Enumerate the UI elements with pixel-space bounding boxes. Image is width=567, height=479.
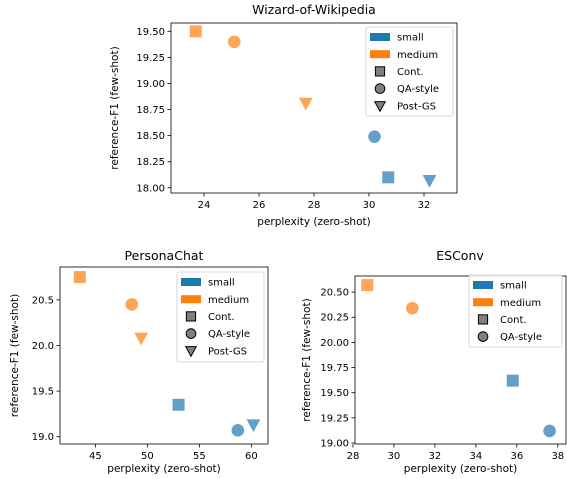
y-tick-label: 19.5 (32, 387, 54, 398)
point-medium-qa-style (406, 301, 419, 315)
x-tick-label: 50 (141, 451, 154, 462)
legend-frame (468, 274, 563, 348)
legend-label: Cont. (500, 315, 527, 326)
legend-swatch-small (181, 278, 201, 286)
legend: small medium Cont. QA-style Post-GS (365, 26, 454, 117)
x-axis-label: perplexity (zero-shot) (404, 463, 517, 475)
y-tick-label: 19.50 (136, 27, 165, 38)
legend-label: QA-style (397, 84, 439, 95)
x-tick-label: 55 (193, 451, 206, 462)
x-tick-label: 38 (551, 451, 564, 462)
point-medium-qa-style (125, 298, 139, 311)
x-axis-label: perplexity (zero-shot) (107, 463, 220, 475)
axes-frame (59, 266, 269, 445)
chart-personachat: PersonaChat 45 50 55 60 19.0 19.5 20.0 20.5 perpl… (9, 248, 269, 475)
y-axis-label: reference-F1 (few-shot) (109, 46, 121, 169)
x-tick-label: 45 (89, 451, 102, 462)
legend-label: small (500, 281, 527, 292)
legend-marker-square (374, 66, 386, 77)
point-small-post-gs (246, 419, 261, 433)
y-tick-label: 20.25 (320, 313, 349, 324)
x-tick-label: 60 (245, 451, 258, 462)
y-tick-label: 18.25 (136, 157, 165, 168)
legend-marker-circle (185, 328, 197, 339)
point-medium-post-gs (134, 332, 149, 346)
x-axis-label: perplexity (zero-shot) (257, 216, 370, 228)
legend: small medium Cont. QA-style Post-GS (176, 271, 265, 363)
x-tick-label: 32 (418, 200, 431, 211)
x-tick-label: 36 (510, 451, 523, 462)
x-tick-label: 30 (363, 200, 376, 211)
point-small-qa-style (543, 424, 556, 438)
legend-label: medium (397, 50, 438, 61)
x-tick-label: 32 (429, 451, 442, 462)
legend-label: small (397, 33, 424, 44)
y-tick-label: 20.0 (32, 341, 54, 352)
y-tick-label: 18.75 (136, 105, 165, 116)
x-tick-label: 28 (347, 451, 360, 462)
y-tick-label: 19.25 (320, 413, 349, 424)
y-tick-label: 18.50 (136, 131, 165, 142)
y-tick-label: 20.50 (320, 288, 349, 299)
point-medium-cont- (361, 279, 374, 292)
y-tick-label: 19.25 (136, 53, 165, 64)
legend-marker-square (477, 314, 489, 325)
chart-esconv: ESConv 28 30 32 34 36 38 19.00 19.25 19.50 19.75 20… (301, 248, 567, 475)
chart-wizard-of-wikipedia: Wizard-of-Wikipedia 24 26 28 30 32 18.00 18.25 1… (109, 2, 458, 228)
x-tick-label: 34 (469, 451, 482, 462)
point-small-post-gs (422, 174, 437, 188)
legend-label: QA-style (500, 332, 542, 343)
y-tick-label: 19.75 (320, 363, 349, 374)
legend-label: Post-GS (208, 346, 247, 357)
legend-frame (365, 26, 454, 117)
x-tick-label: 30 (388, 451, 401, 462)
chart-title: Wizard-of-Wikipedia (252, 2, 376, 17)
legend-marker-triangle (373, 101, 387, 113)
axes-frame (354, 275, 567, 445)
y-axis-label: reference-F1 (few-shot) (9, 294, 21, 417)
legend-label: medium (208, 295, 249, 306)
x-tick-label: 24 (198, 200, 211, 211)
legend-frame (176, 271, 265, 363)
legend-label: Cont. (397, 67, 424, 78)
point-medium-post-gs (298, 97, 313, 111)
legend-label: medium (500, 298, 541, 309)
legend-swatch-medium (370, 50, 390, 59)
y-tick-label: 20.00 (320, 338, 349, 349)
x-tick-label: 26 (253, 200, 266, 211)
legend: small medium Cont. QA-style (468, 274, 563, 348)
point-small-cont- (506, 374, 519, 387)
chart-title: PersonaChat (125, 248, 204, 263)
legend-swatch-medium (473, 298, 493, 307)
point-medium-qa-style (227, 35, 241, 49)
legend-swatch-small (370, 33, 390, 41)
y-tick-label: 19.00 (136, 79, 165, 90)
point-small-qa-style (231, 424, 245, 437)
point-small-cont- (382, 171, 395, 184)
legend-swatch-medium (181, 295, 201, 304)
y-tick-label: 18.00 (136, 183, 165, 194)
point-small-cont- (172, 398, 185, 411)
legend-marker-square (185, 311, 197, 322)
legend-label: Cont. (208, 312, 235, 323)
x-tick-label: 28 (308, 200, 321, 211)
legend-marker-circle (374, 83, 386, 94)
legend-label: Post-GS (397, 101, 436, 112)
y-tick-label: 19.50 (320, 388, 349, 399)
point-small-qa-style (368, 130, 381, 143)
y-tick-label: 20.5 (32, 295, 54, 306)
point-medium-cont- (189, 25, 202, 38)
y-tick-label: 19.00 (320, 438, 349, 449)
y-axis-label: reference-F1 (few-shot) (301, 298, 313, 421)
legend-label: QA-style (208, 329, 250, 340)
legend-marker-triangle (184, 346, 198, 358)
chart-title: ESConv (436, 248, 484, 263)
legend-marker-circle (477, 331, 489, 342)
y-tick-label: 19.0 (32, 432, 54, 443)
legend-label: small (208, 278, 235, 289)
point-medium-cont- (73, 271, 86, 284)
legend-swatch-small (473, 281, 493, 289)
